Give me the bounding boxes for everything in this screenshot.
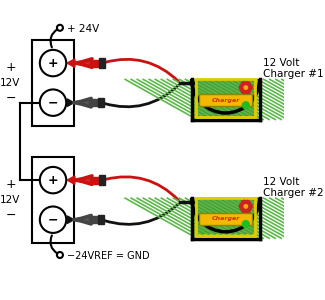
- Circle shape: [40, 206, 66, 233]
- Bar: [196, 79, 255, 117]
- Text: +: +: [6, 61, 16, 74]
- Polygon shape: [74, 215, 91, 224]
- Bar: [32, 40, 74, 126]
- Bar: [89, 216, 99, 223]
- Text: −: −: [48, 96, 58, 109]
- Bar: [99, 176, 105, 185]
- Circle shape: [244, 205, 248, 208]
- Circle shape: [246, 85, 252, 91]
- Text: −: −: [6, 92, 16, 105]
- Text: +: +: [48, 57, 58, 70]
- Wedge shape: [191, 198, 260, 232]
- Circle shape: [241, 206, 247, 212]
- Wedge shape: [197, 198, 254, 226]
- Bar: [89, 99, 99, 106]
- Bar: [99, 58, 105, 68]
- Bar: [193, 198, 258, 239]
- Polygon shape: [74, 98, 91, 107]
- Text: 12V: 12V: [0, 195, 20, 205]
- Circle shape: [241, 88, 247, 94]
- Text: + 24V: + 24V: [67, 24, 99, 34]
- Circle shape: [40, 89, 66, 116]
- Circle shape: [239, 85, 245, 91]
- Bar: [98, 98, 104, 107]
- Circle shape: [244, 86, 248, 89]
- Wedge shape: [191, 79, 260, 114]
- Text: +: +: [48, 174, 58, 187]
- Bar: [32, 157, 74, 243]
- Polygon shape: [67, 176, 75, 184]
- Bar: [199, 213, 252, 225]
- Circle shape: [242, 221, 249, 227]
- Circle shape: [244, 200, 251, 206]
- Text: −: −: [6, 209, 16, 222]
- Polygon shape: [75, 59, 92, 68]
- Circle shape: [242, 102, 249, 109]
- Text: 12 Volt
Charger #1: 12 Volt Charger #1: [263, 58, 324, 80]
- Circle shape: [246, 203, 252, 209]
- Bar: [199, 94, 252, 106]
- Polygon shape: [67, 216, 74, 224]
- Text: +: +: [6, 178, 16, 191]
- Circle shape: [57, 25, 63, 31]
- Text: −: −: [48, 213, 58, 226]
- Polygon shape: [67, 59, 75, 67]
- Polygon shape: [67, 99, 74, 106]
- Circle shape: [40, 167, 66, 193]
- Circle shape: [239, 203, 245, 209]
- Text: 12 Volt
Charger #2: 12 Volt Charger #2: [263, 177, 324, 198]
- Text: Charger: Charger: [211, 217, 240, 221]
- Bar: [196, 198, 255, 236]
- Circle shape: [57, 252, 63, 258]
- Wedge shape: [197, 79, 254, 108]
- Text: Charger: Charger: [211, 98, 240, 103]
- Bar: [90, 177, 100, 184]
- Bar: [90, 60, 100, 67]
- Bar: [193, 79, 258, 120]
- Circle shape: [244, 206, 251, 212]
- Circle shape: [40, 50, 66, 76]
- Polygon shape: [75, 176, 92, 184]
- Bar: [198, 198, 254, 234]
- Circle shape: [244, 88, 251, 94]
- Text: −24VREF = GND: −24VREF = GND: [67, 251, 150, 261]
- Text: 12V: 12V: [0, 78, 20, 88]
- Bar: [98, 215, 104, 224]
- Circle shape: [241, 82, 247, 88]
- Circle shape: [241, 200, 247, 206]
- Bar: [198, 79, 254, 116]
- Circle shape: [244, 82, 251, 88]
